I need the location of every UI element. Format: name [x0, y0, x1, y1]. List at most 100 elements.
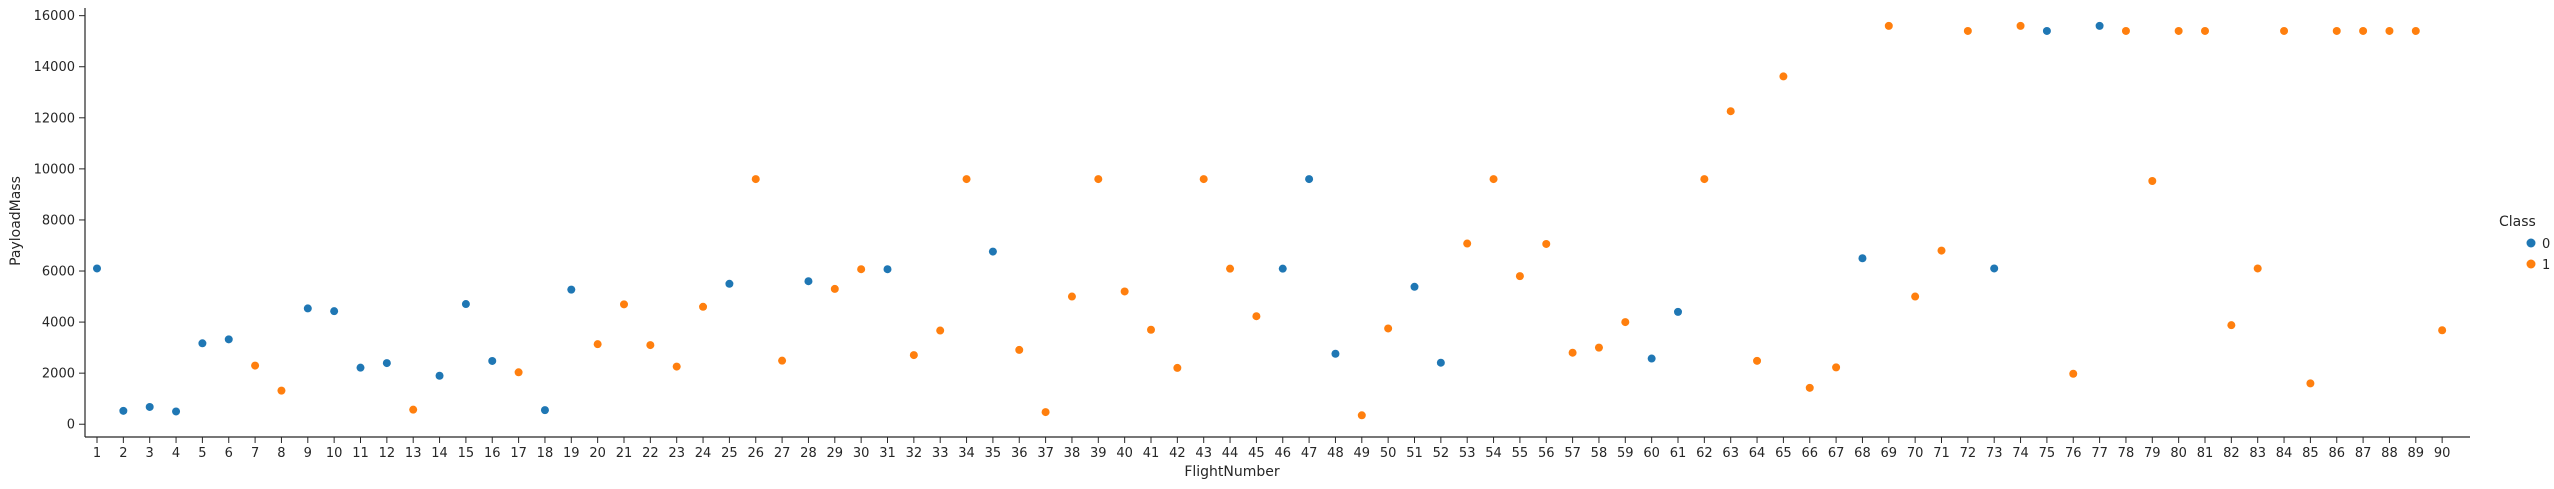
data-point-class-1	[2227, 321, 2236, 330]
x-tick-label: 71	[1933, 446, 1950, 461]
x-tick-label: 76	[2065, 446, 2082, 461]
data-point-class-0	[356, 363, 365, 372]
x-tick-label: 43	[1195, 446, 1212, 461]
data-point-class-0	[540, 406, 549, 415]
legend-label-class-1: 1	[2542, 258, 2550, 273]
data-point-class-1	[2306, 379, 2315, 388]
x-tick-label: 27	[774, 446, 791, 461]
data-point-class-0	[224, 335, 233, 344]
data-point-class-1	[251, 361, 260, 370]
x-tick-label: 52	[1433, 446, 1450, 461]
data-point-class-1	[699, 302, 708, 311]
data-point-class-1	[593, 340, 602, 349]
x-tick-label: 29	[827, 446, 844, 461]
x-tick-label: 14	[431, 446, 448, 461]
data-point-class-1	[2121, 26, 2130, 35]
y-tick-label: 8000	[42, 213, 75, 228]
data-point-class-0	[988, 247, 997, 256]
legend-label-class-0: 0	[2542, 237, 2550, 252]
x-tick-label: 34	[958, 446, 975, 461]
x-tick-label: 38	[1064, 446, 1081, 461]
data-point-class-0	[1278, 264, 1287, 273]
data-point-class-1	[1963, 26, 1972, 35]
data-point-class-1	[2148, 177, 2157, 186]
y-tick-label: 14000	[34, 60, 75, 75]
x-tick-label: 35	[985, 446, 1002, 461]
data-point-class-1	[409, 405, 418, 414]
data-point-class-1	[857, 265, 866, 274]
data-point-class-1	[1700, 175, 1709, 184]
data-point-class-0	[488, 356, 497, 365]
data-point-class-0	[198, 339, 207, 348]
x-tick-label: 79	[2144, 446, 2161, 461]
x-tick-label: 70	[1907, 446, 1924, 461]
data-point-class-1	[1726, 107, 1735, 116]
data-point-class-0	[145, 402, 154, 411]
x-tick-label: 74	[2012, 446, 2029, 461]
data-point-class-1	[2201, 26, 2209, 35]
data-point-class-1	[1041, 408, 1050, 417]
data-point-class-0	[330, 307, 339, 316]
y-axis-ticks: 0 2000 4000 6000 8000 10000 12000 14000 16000	[34, 9, 85, 433]
data-point-class-1	[1911, 292, 1920, 301]
x-tick-label: 40	[1116, 446, 1133, 461]
data-point-class-1	[1805, 383, 1814, 392]
legend-title: Class	[2499, 214, 2536, 230]
x-tick-label: 53	[1459, 446, 1476, 461]
data-point-class-0	[1647, 354, 1656, 363]
x-tick-label: 59	[1617, 446, 1634, 461]
x-tick-label: 2	[119, 446, 127, 461]
data-point-class-1	[1779, 72, 1788, 81]
x-tick-label: 19	[563, 446, 580, 461]
data-point-class-0	[2042, 26, 2051, 35]
x-tick-label: 54	[1485, 446, 1502, 461]
data-points	[93, 21, 2447, 420]
data-point-class-1	[1226, 264, 1235, 273]
data-point-class-1	[2438, 326, 2447, 335]
data-point-class-1	[2385, 26, 2394, 35]
data-point-class-1	[1120, 287, 1129, 296]
data-point-class-1	[778, 356, 787, 365]
data-point-class-1	[1384, 324, 1393, 333]
x-tick-label: 8	[277, 446, 285, 461]
x-tick-label: 22	[642, 446, 659, 461]
legend: Class 0 1	[2499, 214, 2550, 273]
x-tick-label: 68	[1854, 446, 1871, 461]
x-tick-label: 16	[484, 446, 501, 461]
x-tick-label: 78	[2118, 446, 2135, 461]
data-point-class-1	[830, 284, 839, 293]
x-tick-label: 47	[1301, 446, 1318, 461]
y-tick-label: 0	[67, 418, 75, 433]
data-point-class-1	[620, 300, 628, 309]
x-tick-label: 55	[1512, 446, 1529, 461]
x-tick-label: 45	[1248, 446, 1265, 461]
data-point-class-1	[2253, 264, 2262, 273]
data-point-class-0	[2095, 21, 2104, 30]
x-tick-label: 4	[172, 446, 180, 461]
x-tick-label: 51	[1406, 446, 1423, 461]
x-tick-label: 23	[668, 446, 685, 461]
x-tick-label: 15	[458, 446, 475, 461]
x-tick-label: 67	[1828, 446, 1845, 461]
data-point-class-0	[1674, 307, 1682, 316]
x-tick-label: 44	[1222, 446, 1239, 461]
data-point-class-0	[883, 265, 892, 274]
x-tick-label: 57	[1564, 446, 1581, 461]
x-tick-label: 66	[1801, 446, 1818, 461]
x-tick-label: 1	[93, 446, 101, 461]
legend-marker-class-0	[2526, 238, 2536, 248]
data-point-class-0	[725, 279, 734, 288]
data-point-class-1	[909, 351, 918, 360]
data-point-class-1	[2016, 21, 2025, 30]
data-point-class-0	[461, 300, 470, 309]
x-tick-label: 7	[251, 446, 259, 461]
x-tick-label: 64	[1749, 446, 1766, 461]
x-tick-label: 42	[1169, 446, 1186, 461]
x-tick-label: 75	[2039, 446, 2056, 461]
data-point-class-1	[751, 175, 760, 184]
x-tick-label: 41	[1143, 446, 1160, 461]
data-point-class-0	[119, 406, 128, 415]
data-point-class-0	[1305, 175, 1314, 184]
x-axis-label: FlightNumber	[1184, 464, 1280, 480]
